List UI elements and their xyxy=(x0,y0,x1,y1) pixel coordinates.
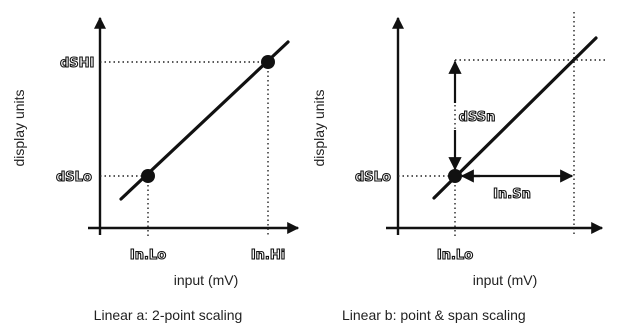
diagram-a-dslo-label: dSLo xyxy=(56,170,92,185)
diagram-a: dSHI dSLo In.Lo In.Hi display units inpu… xyxy=(11,16,300,323)
diagram-a-y-axis-title: display units xyxy=(11,89,27,166)
diagram-a-inhi-label: In.Hi xyxy=(251,248,285,263)
diagram-b: dSLo In.Lo dSSn In.Sn display units inpu… xyxy=(311,12,608,323)
diagram-a-low-point xyxy=(141,169,155,183)
diagram-a-x-axis-title: input (mV) xyxy=(174,272,239,288)
diagram-a-inlo-label: In.Lo xyxy=(130,248,166,263)
diagram-b-inlo-label: In.Lo xyxy=(437,248,473,263)
diagram-b-low-point xyxy=(448,169,462,183)
diagram-b-dslo-label: dSLo xyxy=(355,170,391,185)
diagram-b-x-axis-title: input (mV) xyxy=(473,272,538,288)
diagram-b-insn-label: In.Sn xyxy=(493,187,531,202)
diagram-a-caption: Linear a: 2-point scaling xyxy=(94,307,243,323)
diagram-b-dssn-label: dSSn xyxy=(459,110,496,125)
diagram-b-caption: Linear b: point & span scaling xyxy=(342,307,526,323)
diagram-a-dshi-label: dSHI xyxy=(60,56,94,71)
diagram-a-high-point xyxy=(261,55,275,69)
diagram-b-y-axis-title: display units xyxy=(311,89,327,166)
